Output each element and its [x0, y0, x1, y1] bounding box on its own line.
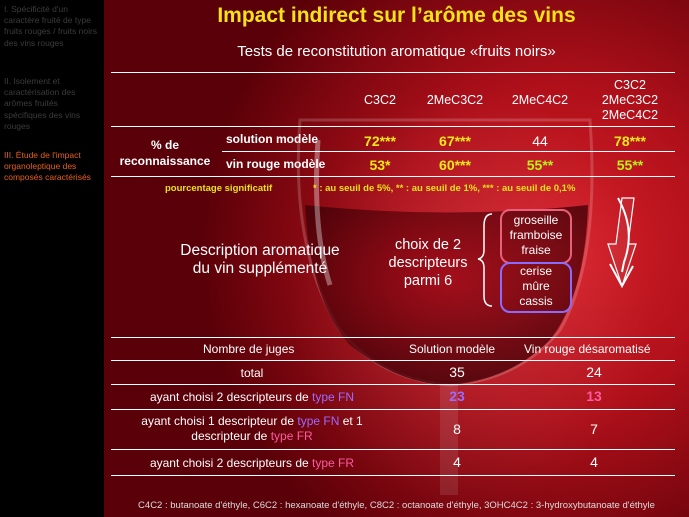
row-fn-text: ayant choisi 2 descripteurs de [149, 390, 313, 404]
table1-header-mix: C3C2 2MeC3C2 2MeC4C2 [585, 78, 675, 123]
choice-label: choix de 2 descripteurs parmi 6 [378, 236, 478, 290]
table2-row-fn-label: ayant choisi 2 descripteurs de type FN [111, 390, 393, 404]
table1-cell-r1-c2: 67*** [439, 133, 471, 149]
choice-line3: parmi 6 [403, 273, 453, 289]
table2-header-rule [111, 360, 675, 361]
black-fruit-1: cerise [519, 264, 552, 278]
table1-header-mix-line3: 2MeC4C2 [601, 108, 659, 122]
page-title: Impact indirect sur l’arôme des vins [217, 4, 576, 27]
page-subtitle: Tests de reconstitution aromatique «frui… [237, 43, 556, 60]
row-mixed-text-a: ayant choisi 1 descripteur de [141, 414, 298, 428]
table2-row-mixed-solution: 8 [453, 421, 461, 437]
description-line2: du vin supplémenté [192, 260, 328, 277]
table2-header-juges: Nombre de juges [203, 342, 295, 356]
sidebar-item-1[interactable]: I. Spécificité d'un caractère fruité de … [4, 4, 98, 48]
row-mixed-type-fn: type FN [297, 414, 340, 428]
table1-header-2mec4c2: 2MeC4C2 [511, 93, 569, 107]
table1-cell-r1-c4: 78*** [614, 133, 646, 149]
table2-row-fr-label: ayant choisi 2 descripteurs de type FR [111, 456, 393, 470]
row-mixed-text-b: et 1 [339, 414, 363, 428]
row-mixed-type-fr: type FR [270, 429, 313, 443]
row-fr-text: ayant choisi 2 descripteurs de [149, 456, 313, 470]
sidebar-item-3[interactable]: III. Étude de l'impact organoleptique de… [4, 150, 91, 183]
table2-row-fr-solution: 4 [453, 454, 461, 470]
table1-group-label: % de reconnaissance [113, 137, 217, 169]
table2-row-total-solution: 35 [449, 364, 465, 380]
significance-thresholds: * : au seuil de 5%, ** : au seuil de 1%,… [313, 183, 576, 194]
row-mixed-text-c: descripteur de [191, 429, 271, 443]
table2-row-total-vin: 24 [586, 364, 602, 380]
table2-row-mixed-label: ayant choisi 1 descripteur de type FN et… [111, 414, 393, 444]
choice-line1: choix de 2 [394, 237, 462, 253]
table2-row-total-label: total [240, 366, 264, 380]
red-fruits-box: groseille framboise fraise [500, 209, 572, 264]
table2-header-solution: Solution modèle [409, 342, 496, 356]
description-label: Description aromatique du vin supplément… [160, 242, 360, 278]
choice-line2: descripteurs [388, 255, 468, 271]
abbreviation-footnote: C4C2 : butanoate d'éthyle, C6C2 : hexano… [138, 500, 655, 511]
table2-rule-1 [111, 384, 675, 385]
row-fr-type: type FR [312, 456, 355, 470]
sidebar: I. Spécificité d'un caractère fruité de … [0, 0, 104, 517]
table1-bottom-rule [111, 176, 675, 177]
sidebar-item-2[interactable]: II. Isolement et caractérisation des arô… [4, 76, 81, 131]
table2-header-vin: Vin rouge désaromatisé [524, 342, 651, 356]
table1-header-c3c2: C3C2 [364, 93, 396, 107]
red-fruit-1: groseille [513, 213, 559, 227]
group-label-line1: % de [150, 138, 179, 152]
group-label-line2: reconnaissance [119, 154, 211, 168]
table2-top-rule [111, 337, 675, 338]
table2-row-fn-vin: 13 [586, 388, 602, 404]
table1-cell-r2-c2: 60*** [439, 157, 471, 173]
table1-cell-r1-c1: 72*** [364, 133, 396, 149]
table1-header-mix-line1: C3C2 [614, 78, 646, 92]
red-fruit-2: framboise [509, 228, 563, 242]
table2-row-mixed-vin: 7 [590, 421, 598, 437]
table2-row-fn-solution: 23 [449, 388, 465, 404]
red-fruit-3: fraise [521, 243, 551, 257]
black-fruit-3: cassis [519, 294, 553, 308]
description-line1: Description aromatique [180, 242, 340, 259]
significance-label: pourcentage significatif [165, 183, 273, 194]
table1-header-rule [111, 126, 675, 127]
table1-cell-r2-c4: 55** [616, 157, 644, 173]
table1-cell-r1-c3: 44 [532, 133, 548, 149]
table2-rule-3 [111, 449, 675, 450]
table1-top-rule [111, 72, 675, 73]
table1-header-2mec3c2: 2MeC3C2 [426, 93, 484, 107]
black-fruits-box: cerise mûre cassis [500, 262, 572, 313]
table1-mid-rule [222, 151, 675, 152]
table1-row-label-solution: solution modèle [226, 132, 319, 146]
table1-header-mix-line2: 2MeC3C2 [601, 93, 659, 107]
row-fn-type: type FN [312, 390, 355, 404]
black-fruit-2: mûre [522, 279, 550, 293]
table1-cell-r2-c3: 55** [526, 157, 554, 173]
table2-rule-2 [111, 409, 675, 410]
table1-row-label-vin: vin rouge modèle [226, 157, 326, 171]
table2-row-fr-vin: 4 [590, 454, 598, 470]
table2-bottom-rule [111, 475, 675, 476]
table1-cell-r2-c1: 53* [369, 157, 391, 173]
